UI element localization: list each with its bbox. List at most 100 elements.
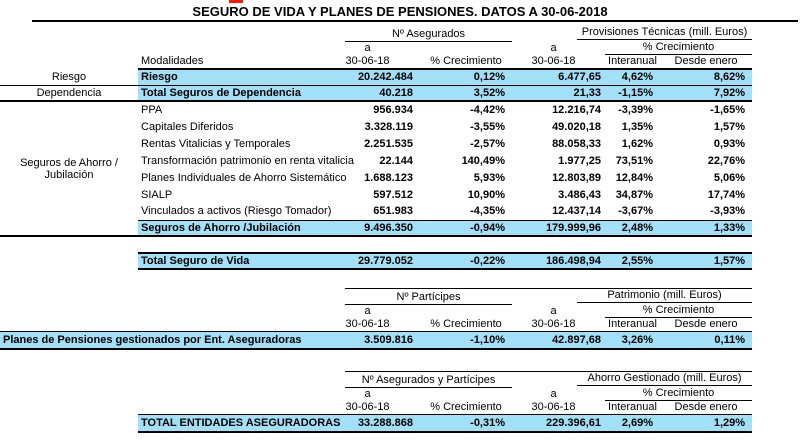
value-cell: -0,22% xyxy=(420,252,512,270)
value-cell: 17,74% xyxy=(707,188,746,201)
value-cell: 6.477,65 xyxy=(512,68,605,86)
value-cell: 0,12% xyxy=(420,68,512,86)
row-label: Riesgo xyxy=(138,68,345,86)
value-cell xyxy=(660,236,752,253)
value-cell: 3.509.816 xyxy=(345,331,420,350)
table-row: Seguros de Ahorro / Jubilación PPA 956.934… xyxy=(0,101,752,237)
value-cell xyxy=(605,236,660,253)
value-cell: 12.216,74 xyxy=(552,104,601,116)
value-cell: 3.486,43 xyxy=(558,188,601,201)
header-row-columns: 30-06-18 % Crecimiento 30-06-18 Interanu… xyxy=(0,318,752,332)
value-cell: 12.803,89 xyxy=(552,171,601,184)
value-cell: 42.897,68 xyxy=(512,331,605,350)
value-cell: 1.688.123 xyxy=(364,171,413,184)
header-crecimiento-group: % Crecimiento xyxy=(605,304,753,318)
header-pct: % Crecimiento xyxy=(430,55,502,67)
table1-body: Riesgo Riesgo 20.242.484 0,12% 6.477,65 4,62%… xyxy=(0,68,753,270)
value-cell xyxy=(420,236,512,253)
row-label: Planes Individuales de Ahorro Sistemátic… xyxy=(141,171,347,184)
header-pct: % Crecimiento xyxy=(430,401,502,413)
table-row-total-entidades: TOTAL ENTIDADES ASEGURADORAS 33.288.868 … xyxy=(0,414,753,433)
table-row: Planes Individuales de Ahorro Sistemátic… xyxy=(0,169,752,186)
header-a-1: a xyxy=(364,41,371,54)
value-cell: 1,33% xyxy=(660,219,753,237)
header-interanual: Interanual xyxy=(608,55,657,67)
row-label: Transformación patrimonio en renta vital… xyxy=(141,154,354,167)
column-group-asegurados-participes: Nº Asegurados y Partícipes xyxy=(345,371,513,388)
value-cell: 29.779.052 xyxy=(345,252,420,270)
value-cell: 12.437,14 xyxy=(552,205,601,218)
value-cell: 1,57% xyxy=(713,120,746,133)
row-label: SIALP xyxy=(141,188,173,201)
value-cell: -1,15% xyxy=(605,85,660,102)
column-group-patrimonio: Patrimonio (mill. Euros) xyxy=(512,288,753,304)
value-cell: 8,62% xyxy=(660,68,753,86)
value-cell: -0,94% xyxy=(420,219,512,237)
value-cell: 1,57% xyxy=(660,252,753,270)
value-cell: 20.242.484 xyxy=(345,68,420,86)
value-cell: -3,55% xyxy=(470,120,505,133)
row-label: PPA xyxy=(141,104,163,116)
value-cell: -1,10% xyxy=(420,331,512,350)
header-row-groups: Nº Partícipes Patrimonio (mill. Euros) xyxy=(0,288,753,305)
group-label xyxy=(0,253,138,269)
value-cell: 40.218 xyxy=(345,85,420,102)
header-row-a: a a % Crecimiento xyxy=(0,41,753,55)
row-label: Seguros de Ahorro /Jubilación xyxy=(138,219,345,237)
value-cell: 179.999,96 xyxy=(512,219,605,237)
value-cell: -3,93% xyxy=(710,205,746,218)
table-total-entidades: Nº Asegurados y Partícipes Ahorro Gestio… xyxy=(0,371,753,433)
value-cell: 597.512 xyxy=(373,188,413,201)
value-cell: 0,11% xyxy=(660,331,753,350)
table-row: Rentas Vitalicias y Temporales 2.251.535 -… xyxy=(0,135,752,152)
table-seguro-de-vida: Nº Asegurados Provisiones Técnicas (mill… xyxy=(0,26,753,270)
group-label: Riesgo xyxy=(0,69,138,86)
value-cell xyxy=(512,236,605,253)
header-a-1: a xyxy=(364,304,371,317)
group-label: Dependencia xyxy=(0,85,138,102)
value-cell: 0,93% xyxy=(713,137,746,150)
value-cell: 2,69% xyxy=(605,414,661,433)
header-desde-enero: Desde enero xyxy=(674,318,738,330)
red-mark xyxy=(229,0,243,3)
row-label: Vinculados a activos (Riesgo Tomador) xyxy=(141,205,332,218)
header-interanual: Interanual xyxy=(608,401,657,413)
value-cell: 956.934 xyxy=(373,104,413,116)
value-cell: 4,62% xyxy=(605,68,660,86)
header-date-1: 30-06-18 xyxy=(345,401,390,413)
table-row: SIALP 597.512 10,90% 3.486,43 34,87% 17,74% xyxy=(0,186,752,203)
header-interanual: Interanual xyxy=(608,318,657,330)
value-cell: 10,90% xyxy=(467,188,505,201)
header-date-1: 30-06-18 xyxy=(345,55,390,67)
table-row: Transformación patrimonio en renta vital… xyxy=(0,152,752,169)
table-row: Seguros de Ahorro /Jubilación 9.496.350 -0… xyxy=(0,219,753,237)
value-cell: 3,52% xyxy=(420,85,512,102)
header-row-a: a a % Crecimiento xyxy=(0,304,753,318)
header-desde-enero: Desde enero xyxy=(674,401,738,413)
value-cell: 651.983 xyxy=(373,205,413,218)
header-a-1: a xyxy=(364,387,371,400)
value-cell: 5,93% xyxy=(473,171,505,184)
value-cell: 140,49% xyxy=(461,154,505,167)
column-group-ahorro-gestionado: Ahorro Gestionado (mill. Euros) xyxy=(512,371,753,387)
value-cell: -3,67% xyxy=(618,205,653,218)
group-label xyxy=(0,236,138,253)
column-group-participes: Nº Partícipes xyxy=(345,288,512,305)
value-cell: 186.498,94 xyxy=(512,252,605,270)
value-cell: 1,62% xyxy=(621,137,653,150)
row-label: Planes de Pensiones gestionados por Ent.… xyxy=(0,331,345,350)
header-date-2: 30-06-18 xyxy=(531,55,576,67)
value-cell: -1,65% xyxy=(710,104,746,116)
value-cell: -2,57% xyxy=(470,137,505,150)
value-cell: -4,42% xyxy=(470,104,505,116)
table-row: Vinculados a activos (Riesgo Tomador) 651… xyxy=(0,203,752,220)
value-cell: 9.496.350 xyxy=(345,219,420,237)
value-cell: 7,92% xyxy=(660,85,753,102)
group-label: Seguros de Ahorro / Jubilación xyxy=(0,101,138,237)
header-crecimiento-group: % Crecimiento xyxy=(605,41,753,55)
page-title: SEGURO DE VIDA Y PLANES DE PENSIONES. DA… xyxy=(192,4,608,19)
header-date-1: 30-06-18 xyxy=(345,318,390,330)
value-cell: 1,29% xyxy=(660,414,753,433)
column-group-provisiones-label: Provisiones Técnicas (mill. Euros) xyxy=(577,26,753,40)
